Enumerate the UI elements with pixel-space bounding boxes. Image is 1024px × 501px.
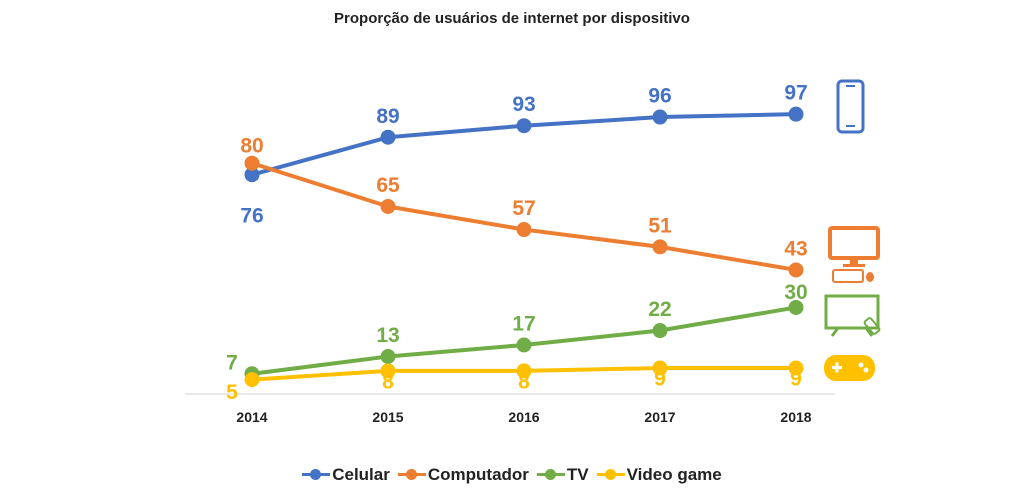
data-point-celular	[516, 118, 532, 134]
desktop-computer-icon	[828, 226, 880, 283]
data-label-video-game: 9	[654, 368, 666, 391]
legend: Celular Computador TV Video game	[0, 465, 1024, 485]
legend-item-tv: TV	[536, 465, 589, 485]
legend-label-computador: Computador	[427, 465, 529, 484]
legend-swatch-computador	[397, 468, 426, 482]
gamepad-icon	[824, 355, 875, 381]
data-label-celular: 97	[784, 82, 807, 105]
data-label-tv: 22	[648, 298, 671, 321]
legend-label-tv: TV	[566, 465, 589, 484]
legend-label-video-game: Video game	[626, 465, 722, 484]
x-tick-label: 2018	[780, 409, 811, 425]
legend-item-video-game: Video game	[596, 465, 722, 485]
legend-swatch-tv	[536, 468, 565, 482]
x-tick-label: 2014	[236, 409, 267, 425]
data-point-tv	[788, 299, 804, 315]
x-tick-label: 2017	[644, 409, 675, 425]
data-point-tv	[380, 348, 396, 364]
data-point-computador	[380, 198, 396, 214]
data-label-celular: 89	[376, 105, 399, 128]
data-label-celular: 93	[512, 93, 535, 116]
data-label-tv: 30	[784, 281, 807, 304]
data-point-tv	[516, 337, 532, 353]
data-label-computador: 65	[376, 174, 400, 197]
legend-swatch-celular	[302, 468, 331, 482]
data-label-video-game: 5	[226, 381, 238, 404]
data-label-tv: 7	[226, 351, 238, 374]
data-point-video-game	[244, 372, 260, 388]
data-point-computador	[516, 222, 532, 238]
data-point-video-game	[516, 363, 532, 379]
tv-icon	[824, 294, 881, 337]
data-point-computador	[244, 155, 260, 171]
data-point-video-game	[652, 360, 668, 376]
data-point-video-game	[380, 363, 396, 379]
chart-title: Proporção de usuários de internet por di…	[334, 10, 690, 27]
data-point-computador	[788, 262, 804, 278]
data-label-tv: 17	[512, 313, 535, 336]
legend-label-celular: Celular	[332, 465, 390, 484]
data-label-celular: 76	[240, 204, 263, 227]
data-point-celular	[788, 106, 804, 122]
data-label-computador: 43	[784, 237, 807, 260]
data-point-tv	[652, 323, 668, 339]
data-point-computador	[652, 239, 668, 255]
data-label-tv: 13	[376, 324, 399, 347]
legend-item-celular: Celular	[302, 465, 390, 485]
legend-swatch-video-game	[596, 468, 625, 482]
data-point-celular	[244, 167, 260, 183]
data-label-celular: 96	[648, 85, 671, 108]
smartphone-icon	[836, 79, 865, 134]
data-label-computador: 51	[648, 214, 672, 237]
legend-item-computador: Computador	[397, 465, 529, 485]
data-label-video-game: 8	[382, 370, 394, 393]
data-point-celular	[652, 109, 668, 125]
data-label-computador: 57	[512, 197, 535, 220]
x-tick-label: 2016	[508, 409, 539, 425]
data-point-video-game	[788, 360, 804, 376]
data-point-celular	[380, 129, 396, 145]
data-label-computador: 80	[240, 135, 263, 158]
data-label-video-game: 8	[518, 370, 530, 393]
data-label-video-game: 9	[790, 368, 802, 391]
x-tick-label: 2015	[372, 409, 403, 425]
